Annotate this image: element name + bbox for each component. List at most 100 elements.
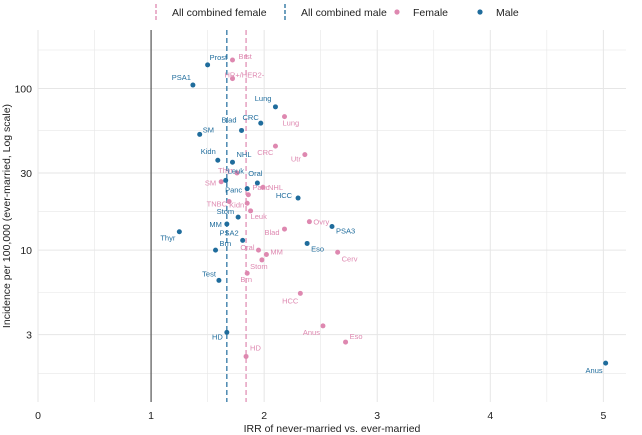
male-point-anus (603, 360, 609, 366)
female-label-eso: Eso (350, 332, 363, 341)
male-point-psa1 (190, 82, 196, 88)
x-tick-label: 4 (487, 410, 493, 422)
legend-key-female-point (394, 9, 400, 15)
x-tick-label: 2 (261, 410, 267, 422)
female-point-nhl (260, 184, 266, 190)
female-point-ovry (306, 219, 312, 225)
x-tick-label: 0 (35, 410, 41, 422)
male-label-thyr: Thyr (160, 234, 176, 243)
legend-label: All combined male (301, 7, 387, 19)
female-point-leuk (248, 208, 254, 214)
female-point-thyr (234, 170, 240, 176)
male-point-crc (258, 120, 264, 126)
male-label-lung: Lung (255, 94, 272, 103)
male-point-psa2 (240, 237, 246, 243)
male-point-hd (224, 329, 230, 335)
female-label-panc: Panc (252, 183, 269, 192)
female-point-brst (229, 57, 235, 63)
legend-label: Female (413, 7, 448, 19)
female-point-mm (263, 251, 269, 257)
male-point-test (216, 277, 222, 283)
female-label-mm: MM (270, 247, 283, 256)
male-label-anus: Anus (586, 366, 603, 375)
male-point-nhl (229, 159, 235, 165)
female-point-kidn (244, 200, 250, 206)
female-label-stom: Stom (250, 262, 268, 271)
x-tick-label: 5 (600, 410, 606, 422)
female-point-hcc (297, 290, 303, 296)
male-point-panc (244, 186, 250, 192)
male-label-leuk: Leuk (228, 166, 245, 175)
female-point-crc (272, 143, 278, 149)
male-label-panc: Panc (225, 186, 242, 195)
female-label-cerv: Cerv (342, 254, 358, 263)
female-point-lung (282, 114, 288, 120)
female-label-crc: CRC (257, 148, 274, 157)
male-point-prost (205, 62, 211, 68)
male-label-blad: Blad (222, 115, 237, 124)
female-label-brn: Brn (240, 275, 252, 284)
female-label-hd: HD (250, 343, 261, 352)
female-label-hr-her2-: HR+/HER2- (224, 71, 264, 80)
male-label-brn: Brn (220, 239, 232, 248)
male-point-kidn (215, 157, 221, 163)
legend-key-male-point (477, 9, 483, 15)
axes: IRR of never-married vs. ever-married In… (1, 83, 606, 435)
male-label-oral: Oral (248, 169, 263, 178)
female-label-thyr: Thyr (218, 166, 234, 175)
y-tick-label: 10 (20, 245, 32, 257)
male-label-hd: HD (212, 332, 223, 341)
y-tick-label: 100 (14, 83, 32, 95)
female-label-brst: Brst (238, 52, 252, 61)
y-tick-label: 30 (20, 168, 32, 180)
reference-lines (150, 30, 247, 402)
grid (37, 30, 626, 402)
male-label-stom: Stom (217, 207, 235, 216)
female-label-ovry: Ovry (313, 218, 329, 227)
male-point-eso (304, 240, 310, 246)
female-point-blad (282, 226, 288, 232)
male-label-psa3: PSA3 (336, 227, 355, 236)
female-label-anus: Anus (303, 328, 320, 337)
female-point-hd (243, 353, 249, 359)
female-point-brn (244, 270, 250, 276)
female-point-eso (343, 339, 349, 345)
legend-label: All combined female (172, 7, 267, 19)
male-point-brn (213, 247, 219, 253)
y-axis-title: Incidence per 100,000 (ever-married, Log… (1, 104, 13, 328)
male-point-stom (235, 214, 241, 220)
female-point-utr (302, 152, 308, 158)
female-label-lung: Lung (283, 119, 300, 128)
male-point-lung (272, 104, 278, 110)
male-label-sm: SM (203, 125, 214, 134)
x-tick-label: 1 (148, 410, 154, 422)
male-label-kidn: Kidn (201, 147, 216, 156)
male-label-psa2: PSA2 (219, 228, 238, 237)
female-point-tnbc (226, 198, 232, 204)
x-tick-label: 3 (374, 410, 380, 422)
female-label-nhl: NHL (268, 183, 283, 192)
male-point-hcc (295, 195, 301, 201)
female-label-blad: Blad (264, 228, 279, 237)
male-point-psa3 (329, 224, 335, 230)
male-point-blad (239, 127, 245, 133)
female-point-anus (320, 323, 326, 329)
x-axis-title: IRR of never-married vs. ever-married (244, 423, 421, 435)
y-tick-label: 3 (26, 330, 32, 342)
female-label-kidn: Kidn (229, 200, 244, 209)
female-label-utr: Utr (291, 155, 302, 164)
male-label-mm: MM (209, 220, 222, 229)
male-point-mm (224, 221, 230, 227)
data-points (176, 57, 609, 366)
male-label-prost: Prost (210, 53, 228, 62)
female-label-oral: Oral (240, 243, 255, 252)
female-point-oral (256, 247, 261, 253)
point-labels: BrstHR+/HER2-LungCRCUtrThyrSMNHLPancTNBC… (160, 52, 603, 375)
male-label-eso: Eso (311, 244, 324, 253)
male-point-thyr (176, 229, 182, 235)
female-point-panc (245, 192, 251, 198)
legend: All combined female All combined male Fema… (155, 4, 519, 20)
male-point-sm (197, 131, 203, 137)
legend-label: Male (496, 7, 519, 19)
